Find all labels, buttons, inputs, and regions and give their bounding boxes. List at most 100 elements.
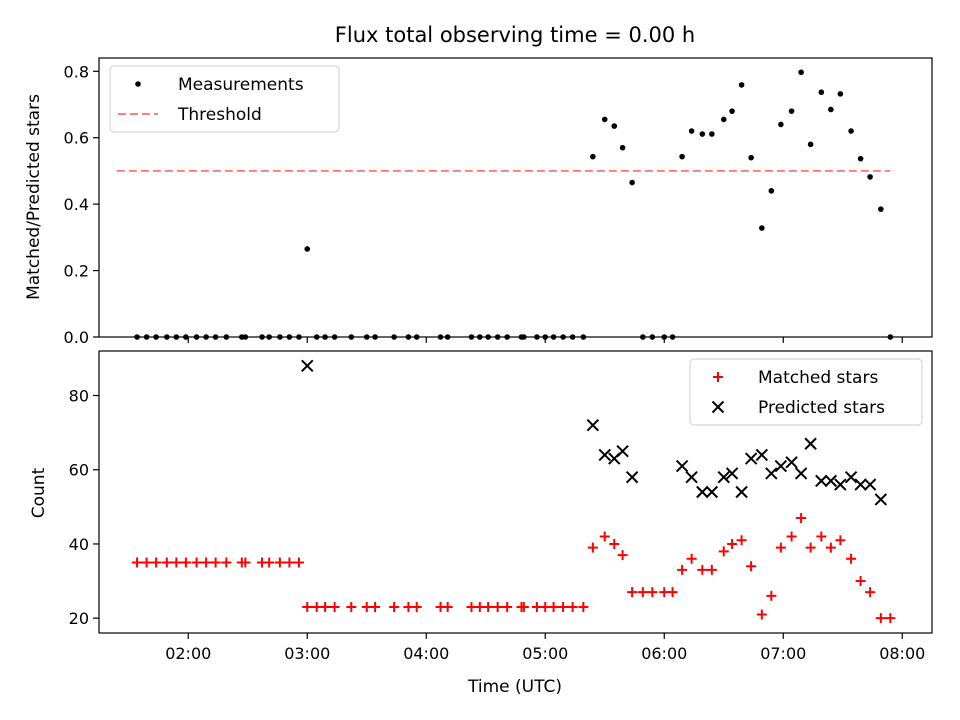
matched-star-point (885, 613, 896, 624)
measurement-point (798, 69, 804, 76)
measurement-point (788, 108, 795, 114)
predicted-star-point (844, 470, 858, 484)
measurement-point (828, 106, 834, 113)
matched-star-point (558, 602, 569, 613)
matched-star-point (846, 553, 857, 564)
measurement-point (768, 188, 775, 194)
measurement-point (679, 153, 685, 160)
matched-star-point (370, 602, 381, 613)
matched-star-point (293, 557, 304, 568)
bottom-axes-frame (98, 350, 933, 634)
bottom-y-axis-label: Count (29, 467, 49, 518)
predicted-star-point (598, 448, 611, 462)
top-y-tick-label: 0.0 (64, 328, 89, 347)
predicted-star-point (586, 419, 600, 432)
predicted-star-point (824, 474, 838, 488)
matched-star-point (201, 557, 212, 568)
legend-matched-swatch (713, 372, 723, 382)
matched-star-point (141, 557, 152, 568)
matched-star-point (805, 542, 816, 553)
measurement-point (778, 121, 784, 128)
measurement-point (848, 128, 854, 134)
measurement-point (688, 128, 695, 134)
measurement-point (878, 206, 884, 212)
bottom-x-tick-label: 05:00 (522, 644, 568, 663)
matched-star-point (210, 557, 221, 568)
matched-star-point (647, 587, 658, 598)
matched-star-point (151, 557, 162, 568)
bottom-legend-label: Predicted stars (758, 398, 885, 418)
top-y-tick-label: 0.4 (64, 195, 89, 214)
predicted-star-point (804, 437, 817, 450)
predicted-star-point (854, 478, 867, 491)
bottom-x-tick-label: 07:00 (760, 644, 806, 663)
matched-star-point (274, 557, 285, 568)
top-legend-box (109, 65, 340, 133)
bottom-y-tick-label: 20 (69, 609, 89, 628)
matched-star-point (617, 550, 628, 561)
matched-star-point (627, 587, 638, 598)
measurement-point (304, 246, 311, 252)
predicted-star-point (794, 467, 808, 480)
matched-star-point (171, 557, 182, 568)
predicted-star-point (815, 474, 828, 488)
matched-star-point (587, 542, 598, 553)
matched-star-point (865, 587, 876, 598)
matched-star-point (221, 557, 232, 568)
measurement-point (857, 155, 864, 162)
matched-star-point (411, 602, 422, 613)
bottom-y-tick-label: 60 (69, 461, 89, 480)
predicted-star-point (863, 478, 877, 491)
matched-star-point (727, 538, 738, 549)
measurement-point (720, 116, 727, 123)
matched-star-point (240, 557, 251, 568)
bottom-x-tick-label: 04:00 (403, 644, 449, 663)
bottom-x-axis-label: Time (UTC) (467, 677, 562, 697)
matched-star-point (875, 613, 886, 624)
top-axes-frame (98, 57, 933, 338)
measurement-point (699, 131, 706, 137)
legend-measurements-swatch (135, 81, 141, 87)
predicted-star-point (774, 459, 788, 473)
matched-star-point (442, 602, 453, 613)
measurement-point (629, 179, 635, 186)
top-y-tick-label: 0.8 (64, 62, 89, 81)
predicted-star-point (625, 470, 639, 484)
matched-star-point (346, 602, 357, 613)
bottom-x-tick-label: 06:00 (641, 644, 687, 663)
predicted-star-point (785, 456, 798, 469)
measurement-point (709, 131, 715, 137)
top-plot-area: 0.0 0.2 0.4 0.6 0.8 Measurements Threshold (64, 57, 933, 347)
matched-star-point (825, 542, 836, 553)
bottom-plot-area: 20 40 60 80 02:00 03:00 04:00 05:00 06:00 07:00 08… (69, 350, 933, 663)
measurement-point (611, 123, 618, 129)
matched-star-point (677, 564, 688, 575)
measurement-point (619, 144, 626, 151)
predicted-star-point (616, 444, 629, 458)
matched-star-point (796, 512, 807, 523)
measurement-point (590, 153, 596, 160)
measurement-point (837, 91, 844, 97)
matched-star-point (161, 557, 172, 568)
matched-star-point (706, 564, 717, 575)
matched-star-point (736, 535, 747, 546)
matched-star-point (756, 609, 767, 620)
legend-predicted-swatch (711, 400, 725, 414)
matched-star-point (578, 602, 589, 613)
matched-star-point (548, 602, 559, 613)
predicted-star-point (725, 467, 739, 480)
measurement-point (729, 108, 735, 114)
bottom-legend-label: Matched stars (758, 368, 878, 388)
predicted-star-point (717, 470, 730, 484)
matched-star-point (637, 587, 648, 598)
matched-star-point (264, 557, 275, 568)
predicted-star-point (696, 485, 709, 499)
matched-star-point (132, 557, 143, 568)
top-legend-label: Measurements (178, 75, 304, 95)
measurement-point (748, 154, 754, 161)
matched-star-point (191, 557, 202, 568)
top-y-axis-label: Matched/Predicted stars (24, 94, 44, 300)
predicted-star-point (685, 470, 698, 484)
predicted-star-point (874, 493, 888, 506)
measurement-point (759, 225, 765, 231)
